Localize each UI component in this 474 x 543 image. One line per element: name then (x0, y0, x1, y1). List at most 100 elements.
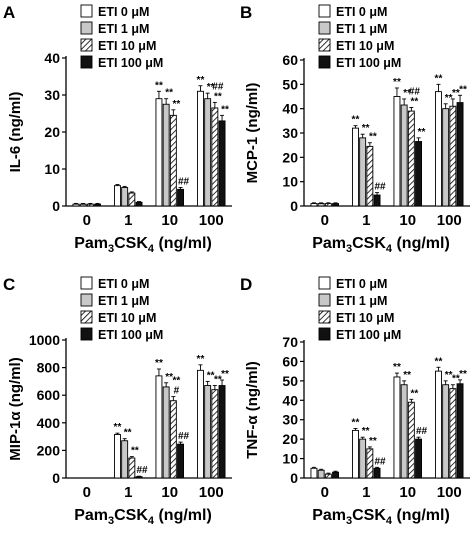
bar (113, 434, 121, 479)
x-tick-label: 1 (124, 212, 132, 229)
legend-label: ETI 1 μM (98, 294, 149, 308)
significance-label: ** (172, 99, 180, 110)
y-tick-label: 20 (44, 124, 60, 140)
y-tick-label: 200 (37, 442, 61, 458)
y-tick-label: 50 (282, 76, 298, 92)
significance-label: ** (155, 80, 163, 91)
bar (373, 194, 381, 207)
x-tick-label: 10 (161, 212, 178, 229)
bar (442, 108, 450, 207)
legend-label: ETI 0 μM (98, 5, 149, 19)
legend-label: ETI 100 μM (336, 56, 401, 70)
bar (196, 90, 204, 207)
y-tick-label: 10 (282, 174, 298, 190)
x-axis-label: Pam3CSK4 (ng/ml) (312, 507, 450, 527)
bar (204, 385, 212, 479)
significance-label: ** (197, 75, 205, 86)
legend-swatch (318, 4, 331, 18)
significance-label: ## (212, 81, 224, 92)
x-tick-label: 10 (161, 484, 178, 501)
legend-label: ETI 10 μM (336, 39, 394, 53)
y-tick-label: 0 (290, 198, 298, 214)
significance-label: ** (393, 362, 401, 373)
bar (204, 98, 212, 207)
significance-label: ** (362, 426, 370, 437)
y-tick-label: 800 (37, 360, 61, 376)
bar (162, 386, 170, 479)
x-axis-label: Pam3CSK4 (ng/ml) (74, 507, 212, 527)
y-axis-label: TNF-α (ng/ml) (244, 361, 261, 459)
legend-swatch (318, 21, 331, 35)
bar (177, 443, 185, 479)
x-tick-label: 0 (83, 484, 91, 501)
bar (162, 103, 170, 207)
bar (352, 429, 359, 479)
legend-label: ETI 10 μM (98, 311, 156, 325)
significance-label: ** (165, 372, 173, 383)
significance-label: ** (124, 428, 132, 439)
y-tick-label: 0 (290, 470, 298, 486)
y-tick-label: 20 (282, 149, 298, 165)
legend-label: ETI 0 μM (336, 5, 387, 19)
y-tick-label: 20 (282, 431, 298, 447)
significance-label: ** (418, 127, 426, 138)
legend-swatch (80, 21, 93, 35)
legend-swatch (318, 327, 331, 341)
bar (366, 145, 374, 207)
legend-swatch (318, 276, 331, 290)
significance-label: ** (445, 93, 453, 104)
bar (196, 369, 204, 479)
significance-label: ** (435, 356, 443, 367)
bar (393, 96, 401, 207)
y-tick-label: 40 (282, 101, 298, 117)
bar (415, 438, 422, 479)
bar (317, 469, 325, 479)
bar (317, 203, 325, 207)
significance-label: ** (352, 115, 360, 126)
legend-label: ETI 10 μM (98, 39, 156, 53)
x-tick-label: 1 (362, 484, 370, 501)
x-axis-label: Pam3CSK4 (ng/ml) (74, 235, 212, 255)
legend-swatch (318, 310, 331, 324)
significance-label: ** (403, 370, 411, 381)
bar (324, 203, 332, 207)
significance-label: ** (197, 354, 205, 365)
significance-label: ** (221, 369, 229, 380)
significance-label: ** (452, 88, 460, 99)
bar (407, 110, 415, 207)
legend-label: ETI 100 μM (336, 328, 401, 342)
bar (155, 98, 163, 207)
bar (86, 203, 94, 207)
bar (135, 201, 143, 207)
significance-label: ** (131, 446, 139, 457)
y-tick-label: 400 (37, 415, 61, 431)
y-tick-label: 10 (282, 451, 298, 467)
significance-label: ## (178, 177, 190, 188)
panel-letter: A (3, 3, 15, 22)
legend-swatch (80, 293, 93, 307)
bar (449, 388, 457, 479)
y-tick-label: 60 (282, 52, 298, 68)
bar (352, 127, 359, 207)
legend-swatch (80, 310, 93, 324)
significance-label: ** (445, 370, 453, 381)
bar (128, 457, 136, 479)
bar (400, 104, 408, 207)
significance-label: ** (452, 374, 460, 385)
legend-swatch (80, 55, 93, 69)
bar (211, 107, 219, 207)
bar (366, 448, 374, 479)
bar (456, 102, 464, 207)
bar (435, 91, 442, 207)
y-tick-label: 0 (52, 198, 60, 214)
bar (332, 471, 339, 479)
legend-label: ETI 10 μM (336, 311, 394, 325)
bar (415, 141, 422, 207)
legend-label: ETI 0 μM (336, 277, 387, 291)
bar (135, 476, 143, 479)
